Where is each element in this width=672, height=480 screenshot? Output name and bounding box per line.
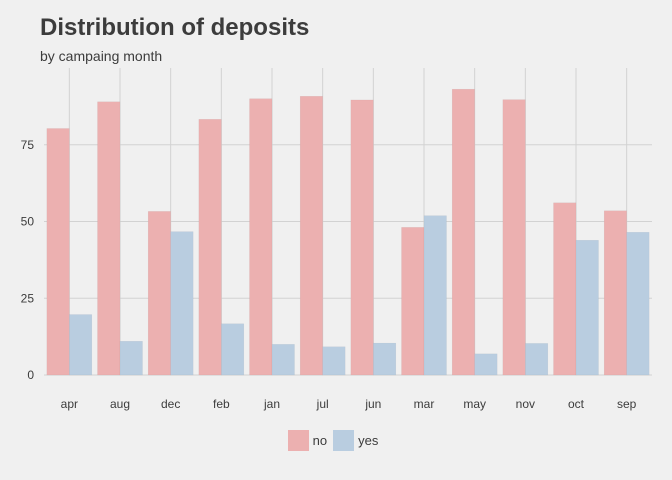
x-tick-label: mar (414, 397, 435, 411)
bar-no-may (451, 88, 475, 376)
y-tick-label: 75 (21, 138, 35, 152)
x-tick-label: feb (213, 397, 230, 411)
x-tick-label: jan (263, 397, 280, 411)
bar-yes-feb (221, 323, 245, 376)
bar-yes-jun (373, 342, 397, 376)
bar-yes-jul (322, 346, 346, 376)
bar-no-apr (46, 128, 70, 376)
bar-yes-may (474, 353, 498, 376)
bar-yes-jan (271, 344, 295, 376)
legend-swatch (333, 430, 355, 451)
x-tick-label: dec (161, 397, 180, 411)
bar-no-nov (502, 99, 526, 376)
legend: no yes (0, 430, 672, 451)
y-tick-label: 0 (27, 368, 34, 382)
bar-no-aug (97, 101, 121, 376)
bar-yes-aug (119, 340, 143, 376)
bar-no-dec (147, 211, 171, 376)
x-tick-label: oct (568, 397, 585, 411)
bar-no-jul (299, 95, 323, 376)
y-tick-label: 50 (21, 215, 35, 229)
bar-no-oct (553, 202, 577, 376)
bar-yes-dec (170, 231, 194, 376)
x-tick-label: jul (316, 397, 329, 411)
bar-yes-mar (423, 215, 447, 376)
x-tick-label: jun (364, 397, 381, 411)
x-tick-label: nov (516, 397, 535, 411)
chart-title: Distribution of deposits (40, 14, 310, 41)
bar-yes-apr (69, 314, 93, 376)
legend-item-yes: yes (333, 430, 384, 451)
bar-no-jan (249, 98, 273, 376)
bar-yes-oct (575, 239, 599, 376)
legend-swatch (287, 430, 309, 451)
x-tick-label: may (463, 397, 486, 411)
legend-label: yes (358, 433, 379, 448)
x-tick-label: sep (617, 397, 637, 411)
bar-no-feb (198, 119, 222, 376)
x-tick-label: apr (61, 397, 78, 411)
bar-no-jun (350, 99, 374, 376)
legend-label: no (312, 433, 328, 448)
chart-subtitle: by campaing month (40, 48, 163, 64)
bar-yes-nov (525, 343, 549, 376)
y-tick-label: 25 (21, 291, 35, 305)
bar-no-mar (401, 227, 425, 376)
bar-no-sep (603, 210, 627, 376)
x-tick-label: aug (110, 397, 130, 411)
bar-yes-sep (626, 231, 650, 376)
legend-item-no: no (287, 430, 333, 451)
